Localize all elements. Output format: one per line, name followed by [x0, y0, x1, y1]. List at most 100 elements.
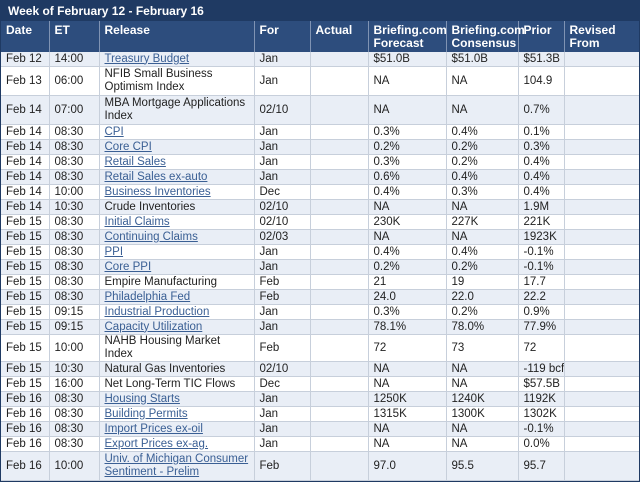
cell-forecast: 97.0	[368, 451, 447, 481]
cell-revised	[564, 304, 639, 320]
release-link[interactable]: Business Inventories	[104, 185, 211, 198]
cell-forecast: 230K	[368, 214, 447, 230]
cell-actual	[310, 406, 369, 422]
cell-release: NAHB Housing Market Index	[99, 334, 255, 362]
cell-consensus: NA	[446, 95, 519, 125]
release-link[interactable]: Core PPI	[104, 260, 152, 273]
cell-prior: $57.5B	[518, 376, 565, 392]
table-row: Feb 16 08:30 Export Prices ex-ag. Jan NA NA 0.…	[1, 436, 639, 452]
release-link[interactable]: Philadelphia Fed	[104, 290, 191, 303]
cell-forecast: 0.6%	[368, 169, 447, 185]
cell-consensus: 19	[446, 274, 519, 290]
cell-date: Feb 14	[1, 139, 50, 155]
cell-date: Feb 15	[1, 244, 50, 260]
cell-consensus: 0.3%	[446, 184, 519, 200]
cell-revised	[564, 361, 639, 377]
cell-date: Feb 16	[1, 436, 50, 452]
cell-for: 02/10	[254, 361, 311, 377]
cell-prior: 0.4%	[518, 169, 565, 185]
cell-date: Feb 15	[1, 259, 50, 275]
header-et: ET	[49, 21, 100, 52]
release-link[interactable]: PPI	[104, 245, 124, 258]
cell-consensus: NA	[446, 436, 519, 452]
cell-revised	[564, 436, 639, 452]
table-row: Feb 13 06:00 NFIB Small Business Optimism …	[1, 66, 639, 96]
cell-release: Continuing Claims	[99, 229, 255, 245]
table-row: Feb 15 08:30 PPI Jan 0.4% 0.4% -0.1%	[1, 244, 639, 260]
cell-prior: 0.3%	[518, 139, 565, 155]
cell-for: Feb	[254, 451, 311, 481]
cell-prior: 0.1%	[518, 124, 565, 140]
cell-release: Net Long-Term TIC Flows	[99, 376, 255, 392]
cell-prior: 1302K	[518, 406, 565, 422]
cell-consensus: 0.2%	[446, 154, 519, 170]
cell-et: 08:30	[49, 274, 100, 290]
cell-date: Feb 15	[1, 289, 50, 305]
cell-et: 08:30	[49, 244, 100, 260]
cell-prior: 22.2	[518, 289, 565, 305]
cell-for: 02/10	[254, 95, 311, 125]
cell-consensus: $51.0B	[446, 52, 519, 67]
cell-consensus: 0.4%	[446, 169, 519, 185]
cell-et: 08:30	[49, 229, 100, 245]
cell-release: Retail Sales ex-auto	[99, 169, 255, 185]
cell-for: 02/03	[254, 229, 311, 245]
cell-revised	[564, 334, 639, 362]
cell-for: 02/10	[254, 214, 311, 230]
cell-consensus: 227K	[446, 214, 519, 230]
cell-release: Retail Sales	[99, 154, 255, 170]
release-link[interactable]: Continuing Claims	[104, 230, 198, 243]
cell-revised	[564, 406, 639, 422]
release-link[interactable]: Retail Sales ex-auto	[104, 170, 208, 183]
release-link[interactable]: CPI	[104, 125, 124, 138]
release-text: NAHB Housing Market Index	[104, 335, 221, 360]
release-link[interactable]: Capacity Utilization	[104, 320, 203, 333]
header-release: Release	[99, 21, 255, 52]
cell-date: Feb 16	[1, 391, 50, 407]
release-link[interactable]: Housing Starts	[104, 392, 180, 405]
cell-release: Export Prices ex-ag.	[99, 436, 255, 452]
cell-revised	[564, 319, 639, 335]
release-text: Empire Manufacturing	[104, 275, 218, 288]
cell-et: 08:30	[49, 391, 100, 407]
release-link[interactable]: Univ. of Michigan Consumer Sentiment - P…	[104, 453, 249, 478]
cell-prior: 72	[518, 334, 565, 362]
table-row: Feb 14 08:30 Core CPI Jan 0.2% 0.2% 0.3%	[1, 139, 639, 155]
release-link[interactable]: Industrial Production	[104, 305, 210, 318]
release-link[interactable]: Core CPI	[104, 140, 152, 153]
cell-consensus: 0.4%	[446, 244, 519, 260]
cell-prior: 0.0%	[518, 436, 565, 452]
cell-et: 08:30	[49, 289, 100, 305]
cell-revised	[564, 139, 639, 155]
cell-consensus: 0.2%	[446, 304, 519, 320]
cell-prior: 95.7	[518, 451, 565, 481]
table-row: Feb 14 08:30 CPI Jan 0.3% 0.4% 0.1%	[1, 124, 639, 140]
cell-actual	[310, 259, 369, 275]
release-text: Net Long-Term TIC Flows	[104, 377, 236, 390]
cell-actual	[310, 451, 369, 481]
cell-release: Univ. of Michigan Consumer Sentiment - P…	[99, 451, 255, 481]
cell-revised	[564, 421, 639, 437]
release-link[interactable]: Import Prices ex-oil	[104, 422, 203, 435]
cell-consensus: 1240K	[446, 391, 519, 407]
table-row: Feb 15 08:30 Empire Manufacturing Feb 21 19 17…	[1, 274, 639, 290]
cell-revised	[564, 199, 639, 215]
cell-prior: 1.9M	[518, 199, 565, 215]
release-link[interactable]: Treasury Budget	[104, 52, 190, 65]
cell-consensus: 22.0	[446, 289, 519, 305]
cell-prior: 1923K	[518, 229, 565, 245]
cell-et: 08:30	[49, 154, 100, 170]
table-row: Feb 16 08:30 Import Prices ex-oil Jan NA NA -0…	[1, 421, 639, 437]
table-row: Feb 15 09:15 Industrial Production Jan 0.3% 0…	[1, 304, 639, 320]
release-link[interactable]: Retail Sales	[104, 155, 166, 168]
release-link[interactable]: Building Permits	[104, 407, 188, 420]
cell-consensus: 0.4%	[446, 124, 519, 140]
release-link[interactable]: Export Prices ex-ag.	[104, 437, 209, 450]
cell-et: 08:30	[49, 214, 100, 230]
cell-consensus: NA	[446, 376, 519, 392]
cell-forecast: 1250K	[368, 391, 447, 407]
table-row: Feb 15 08:30 Initial Claims 02/10 230K 227K 22…	[1, 214, 639, 230]
release-link[interactable]: Initial Claims	[104, 215, 170, 228]
cell-for: Jan	[254, 124, 311, 140]
